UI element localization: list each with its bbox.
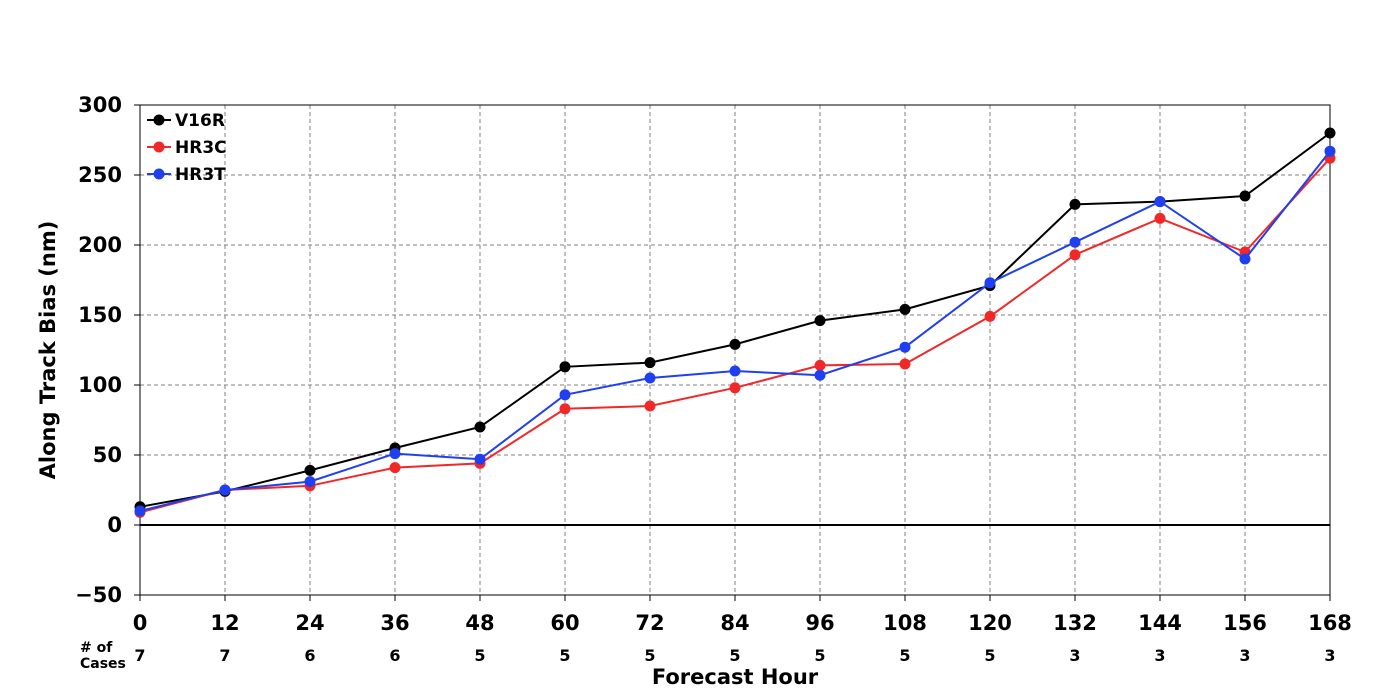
data-point-hr3c	[559, 403, 571, 415]
grid-layer	[140, 105, 1330, 595]
data-point-hr3t	[729, 365, 741, 377]
data-point-hr3c	[729, 382, 741, 394]
y-tick-label: 150	[78, 303, 122, 327]
data-point-v16r	[644, 357, 656, 369]
data-point-hr3t	[304, 476, 316, 488]
data-point-v16r	[1069, 198, 1081, 210]
x-tick-label: 48	[465, 611, 494, 635]
x-tick-label: 144	[1138, 611, 1182, 635]
case-count-label: 5	[984, 646, 995, 665]
x-tick-label: 60	[550, 611, 579, 635]
data-point-hr3c	[1069, 249, 1081, 261]
data-point-hr3t	[474, 453, 486, 465]
y-tick-label: 250	[78, 163, 122, 187]
data-point-hr3c	[1154, 212, 1166, 224]
y-tick-label: 300	[78, 93, 122, 117]
case-count-label: 7	[134, 646, 145, 665]
data-point-v16r	[1239, 190, 1251, 202]
data-point-v16r	[304, 464, 316, 476]
y-axis-label: Along Track Bias (nm)	[36, 221, 60, 480]
x-tick-label: 12	[210, 611, 239, 635]
data-point-hr3t	[899, 341, 911, 353]
case-count-label: 6	[304, 646, 315, 665]
x-tick-label: 156	[1223, 611, 1267, 635]
y-tick-label: 50	[93, 443, 122, 467]
case-count-label: 5	[474, 646, 485, 665]
data-point-v16r	[899, 303, 911, 315]
x-tick-label: 36	[380, 611, 409, 635]
legend-marker-hr3c	[153, 141, 165, 153]
case-count-label: 3	[1324, 646, 1335, 665]
case-count-label: 5	[644, 646, 655, 665]
case-count-label: 5	[729, 646, 740, 665]
x-tick-label: 96	[805, 611, 834, 635]
case-count-label: 3	[1154, 646, 1165, 665]
data-point-hr3c	[389, 462, 401, 474]
legend-label-hr3c: HR3C	[175, 138, 227, 158]
y-tick-label: 200	[78, 233, 122, 257]
data-point-v16r	[729, 338, 741, 350]
data-point-hr3t	[644, 372, 656, 384]
cases-label: # of	[80, 640, 113, 656]
data-point-hr3t	[389, 448, 401, 460]
y-axis-ticks: −50 0 50 100 150 200 250 300	[75, 93, 140, 607]
series-layer	[134, 127, 1336, 518]
data-point-hr3t	[984, 277, 996, 289]
legend-entry-hr3t: HR3T	[147, 165, 226, 185]
legend-label-v16r: V16R	[175, 111, 225, 131]
legend-marker-hr3t	[153, 168, 165, 180]
x-tick-label: 108	[883, 611, 927, 635]
x-tick-label: 132	[1053, 611, 1097, 635]
x-tick-label: 72	[635, 611, 664, 635]
data-point-hr3c	[899, 358, 911, 370]
legend-label-hr3t: HR3T	[175, 165, 226, 185]
cases-label-line-2: Cases	[80, 656, 126, 672]
data-point-hr3t	[1239, 253, 1251, 265]
x-tick-label: 84	[720, 611, 749, 635]
data-point-hr3t	[559, 389, 571, 401]
data-point-hr3c	[644, 400, 656, 412]
x-tick-label: 24	[295, 611, 324, 635]
x-axis-ticks: 0 12 24 36 48 60 72 84 96 108 120 132 144 156 168	[133, 595, 1352, 635]
legend-marker-v16r	[153, 114, 165, 126]
data-point-hr3t	[1324, 145, 1336, 157]
y-tick-label: 0	[107, 513, 122, 537]
case-count-label: 3	[1069, 646, 1080, 665]
data-point-hr3c	[814, 359, 826, 371]
data-point-hr3t	[134, 505, 146, 517]
data-point-hr3c	[984, 310, 996, 322]
data-point-v16r	[474, 421, 486, 433]
data-point-hr3t	[1154, 196, 1166, 208]
series-hr3t	[134, 145, 1336, 517]
data-point-hr3t	[814, 369, 826, 381]
data-point-v16r	[559, 361, 571, 373]
x-tick-label: 120	[968, 611, 1012, 635]
data-point-v16r	[1324, 127, 1336, 139]
data-point-v16r	[814, 315, 826, 327]
y-tick-label: −50	[75, 583, 122, 607]
case-count-label: 5	[559, 646, 570, 665]
legend-entry-hr3c: HR3C	[147, 138, 227, 158]
legend-entry-v16r: V16R	[147, 111, 225, 131]
case-count-label: 5	[899, 646, 910, 665]
x-tick-label: 0	[133, 611, 148, 635]
data-point-hr3t	[1069, 236, 1081, 248]
cases-row: 7 7 6 6 5 5 5 5 5 5 5 3 3 3 3	[134, 646, 1335, 665]
legend: V16R HR3C HR3T	[147, 111, 227, 185]
case-count-label: 3	[1239, 646, 1250, 665]
case-count-label: 6	[389, 646, 400, 665]
y-tick-label: 100	[78, 373, 122, 397]
x-tick-label: 168	[1308, 611, 1352, 635]
case-count-label: 5	[814, 646, 825, 665]
case-count-label: 7	[219, 646, 230, 665]
x-axis-label: Forecast Hour	[652, 665, 819, 689]
data-point-hr3t	[219, 484, 231, 496]
